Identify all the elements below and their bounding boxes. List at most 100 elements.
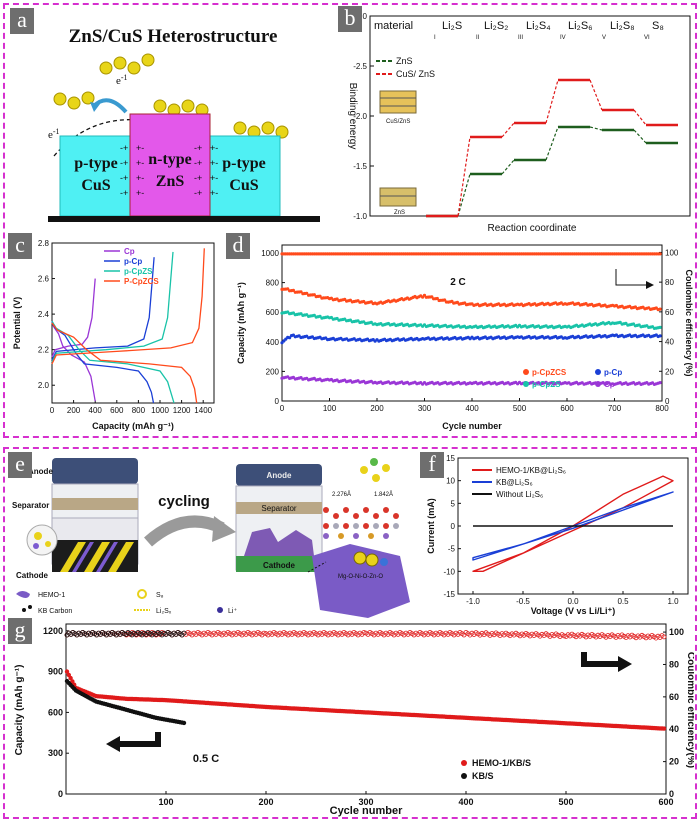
b-header-species: Li₂S₄	[526, 20, 551, 32]
svg-text:p-type: p-type	[74, 155, 118, 172]
s8-molecule-left	[53, 91, 95, 110]
g-point	[261, 630, 267, 636]
cathode-right	[236, 556, 322, 572]
d-point	[658, 381, 662, 385]
f-legend: HEMO-1/KB@Li₂S₆ KB@Li₂S₆ Without Li₂S₆	[472, 466, 566, 499]
b-header-step: II	[476, 35, 480, 41]
b-header-species: Li₂S₆	[568, 20, 593, 32]
d-ytick: 400	[266, 338, 280, 347]
g-point	[661, 634, 667, 640]
f-xtick: -0.5	[516, 597, 530, 606]
anode-left	[52, 458, 138, 484]
svg-text:-+: -+	[194, 188, 202, 198]
svg-text:ZnS: ZnS	[394, 210, 405, 216]
svg-text:+-: +-	[136, 188, 144, 198]
d-y2tick: 40	[665, 338, 674, 347]
svg-text:-+: -+	[194, 143, 202, 153]
d-legend-entry: p-Cp	[604, 368, 622, 377]
g-y2label: Coulombic efficiency(%)	[685, 652, 694, 768]
d-xtick: 500	[513, 404, 527, 413]
c-xtick: 0	[50, 406, 55, 415]
svg-text:Anode: Anode	[28, 467, 53, 476]
d-point	[658, 307, 662, 311]
battery-schematic: Anode Separator Cathode cycling Anode Se…	[12, 458, 410, 618]
svg-text:KB Carbon: KB Carbon	[38, 608, 72, 615]
svg-text:+-: +-	[210, 158, 218, 168]
g-xtick: 400	[458, 797, 473, 807]
f-ytick: 0	[451, 522, 456, 531]
c-curve-discharge	[51, 320, 175, 404]
svg-text:e-1: e-1	[116, 73, 128, 87]
c-legend-entry: Cp	[124, 247, 135, 256]
c-curve-charge	[51, 248, 205, 365]
c-xtick: 400	[89, 406, 103, 415]
f-ytick: 10	[446, 477, 455, 486]
d-xtick: 800	[655, 404, 669, 413]
panel-a-diagram: ZnS/CuS Heterostructure e-1 e-1 e-1 p-ty…	[48, 26, 320, 222]
f-legend-hemo: HEMO-1/KB@Li₂S₆	[496, 466, 566, 475]
f-xtick: -1.0	[466, 597, 480, 606]
f-xtick: 0.5	[617, 597, 629, 606]
svg-text:Li₂Sₓ: Li₂Sₓ	[156, 608, 172, 615]
s8-molecule-right	[233, 121, 289, 139]
separator-left	[52, 498, 138, 510]
d-xtick: 600	[560, 404, 574, 413]
b-level-connector	[545, 79, 559, 124]
b-level-connector	[501, 159, 515, 175]
c-ytick: 2.8	[38, 239, 50, 248]
cycling-05c-chart: 0 300 600 900 1200 0 20 40 60 80 100 100 200 300 400 50…	[14, 623, 694, 817]
c-xtick: 1200	[173, 406, 191, 415]
e-legend: HEMO-1 S₈ KB Carbon Li₂Sₓ Li⁺	[16, 589, 237, 615]
c-ytick: 2.2	[38, 346, 50, 355]
c-xtick: 1000	[151, 406, 169, 415]
f-ytick: -5	[448, 545, 456, 554]
svg-text:CuS: CuS	[81, 177, 110, 194]
f-ytick: -15	[443, 590, 455, 599]
d-y2tick: 80	[665, 278, 674, 287]
b-header-step: I	[434, 35, 436, 41]
svg-text:CuS/ZnS: CuS/ZnS	[386, 119, 410, 125]
d-point	[658, 325, 662, 329]
d-xlabel: Cycle number	[442, 421, 502, 431]
c-ytick: 2.6	[38, 275, 50, 284]
f-ytick: 5	[451, 499, 456, 508]
svg-text:Cathode: Cathode	[16, 571, 49, 580]
svg-text:+-: +-	[210, 188, 218, 198]
f-ylabel: Current (mA)	[426, 498, 436, 554]
g-xlabel: Cycle number	[330, 805, 403, 817]
b-level-connector	[633, 109, 647, 126]
c-curve-charge	[51, 278, 96, 358]
g-point	[181, 720, 187, 726]
b-legend-zns: ZnS	[396, 56, 413, 66]
panel-a: a ZnS/CuS Heterostructure e-1 e-1 e-1 p-…	[8, 6, 333, 230]
g-arrow-right-icon	[581, 652, 620, 667]
f-curve	[472, 491, 674, 561]
d-legend-entry: p-CpZS	[532, 380, 561, 389]
g-xtick: 100	[158, 797, 173, 807]
g-xtick: 600	[658, 797, 673, 807]
g-ylabel: Capacity (mAh g⁻¹)	[14, 665, 25, 756]
svg-text:Cathode: Cathode	[263, 561, 296, 570]
svg-text:+-: +-	[136, 143, 144, 153]
d-legend-entry: p-CpZCS	[532, 368, 567, 377]
c-xtick: 600	[110, 406, 124, 415]
top-frame	[3, 3, 697, 438]
f-curve	[472, 475, 674, 572]
svg-text:-+: -+	[194, 173, 202, 183]
d-xtick: 700	[608, 404, 622, 413]
g-rate: 0.5 C	[193, 753, 219, 765]
panel-f: f -15 -10 -5 0 5 10 15 -1.0 -0.5 0.0 0.5 1.0 HEMO-1…	[420, 452, 694, 618]
d-legend-entry: Cp	[604, 380, 615, 389]
svg-text:Separator: Separator	[12, 501, 49, 510]
g-xtick: 300	[358, 797, 373, 807]
c-ytick: 2.4	[38, 310, 50, 319]
c-ylabel: Potential (V)	[12, 297, 22, 350]
c-xtick: 1400	[194, 406, 212, 415]
c-xlabel: Capacity (mAh g⁻¹)	[92, 421, 174, 431]
c-xtick: 800	[132, 406, 146, 415]
svg-text:+-: +-	[210, 143, 218, 153]
g-y2tick: 100	[669, 627, 684, 637]
g-legend-hemo: HEMO-1/KB/S	[472, 758, 531, 768]
s8-molecule-mid	[153, 99, 209, 117]
